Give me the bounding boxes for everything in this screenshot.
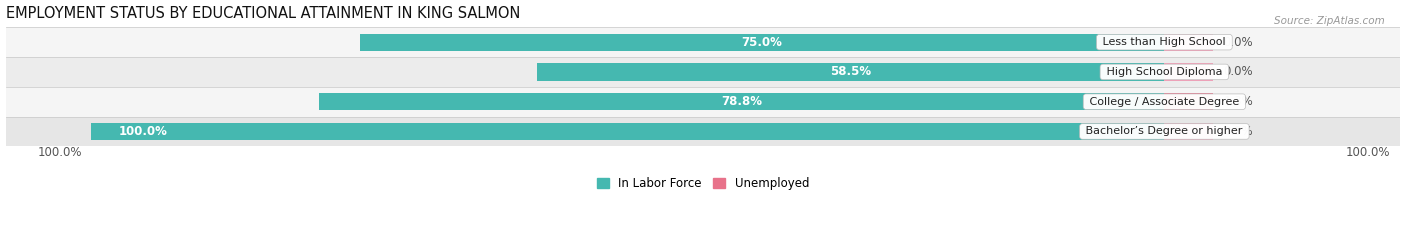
Legend: In Labor Force, Unemployed: In Labor Force, Unemployed	[598, 178, 808, 190]
Text: 100.0%: 100.0%	[118, 125, 167, 138]
Text: 0.0%: 0.0%	[1223, 65, 1253, 79]
Bar	[6, 27, 1400, 57]
Bar	[1164, 93, 1212, 110]
Bar	[6, 116, 1400, 146]
Bar	[6, 87, 1400, 116]
Bar	[319, 93, 1164, 110]
Bar	[537, 63, 1164, 81]
Text: Less than High School: Less than High School	[1099, 37, 1229, 47]
Text: 75.0%: 75.0%	[741, 36, 783, 49]
Text: EMPLOYMENT STATUS BY EDUCATIONAL ATTAINMENT IN KING SALMON: EMPLOYMENT STATUS BY EDUCATIONAL ATTAINM…	[6, 6, 520, 21]
Text: 58.5%: 58.5%	[830, 65, 872, 79]
Text: 0.0%: 0.0%	[1223, 125, 1253, 138]
Text: 1.3%: 1.3%	[1223, 95, 1253, 108]
Bar	[1164, 63, 1212, 81]
Bar	[360, 34, 1164, 51]
Bar	[1164, 34, 1212, 51]
Text: High School Diploma: High School Diploma	[1102, 67, 1226, 77]
Text: 0.0%: 0.0%	[1223, 36, 1253, 49]
Text: Source: ZipAtlas.com: Source: ZipAtlas.com	[1274, 16, 1385, 26]
Text: 78.8%: 78.8%	[721, 95, 762, 108]
Bar	[91, 123, 1164, 140]
Bar	[1164, 123, 1212, 140]
Text: Bachelor’s Degree or higher: Bachelor’s Degree or higher	[1083, 127, 1246, 137]
Text: College / Associate Degree: College / Associate Degree	[1085, 97, 1243, 107]
Bar	[6, 57, 1400, 87]
Text: 100.0%: 100.0%	[1346, 146, 1389, 159]
Text: 100.0%: 100.0%	[38, 146, 82, 159]
